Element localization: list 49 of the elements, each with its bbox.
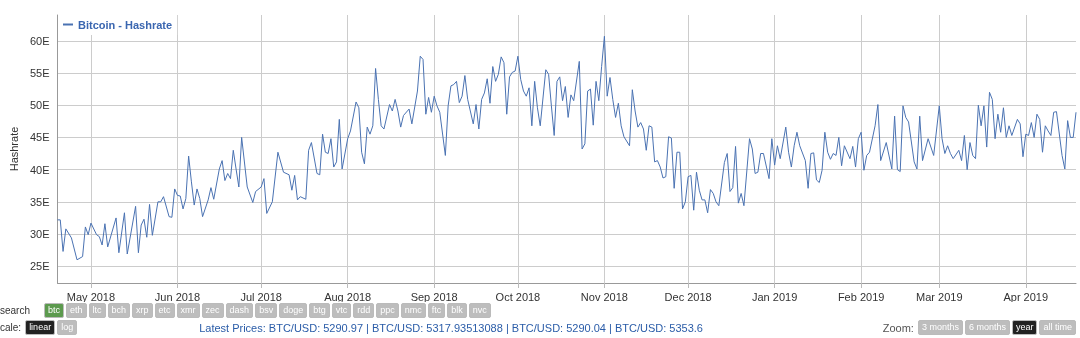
x-tick-label: Jun 2018 (154, 290, 201, 303)
x-tick-label: Feb 2019 (837, 290, 885, 303)
text: Zoom: (882, 321, 914, 334)
x-tick-label: Aug 2018 (324, 290, 372, 303)
x-tick-label: Mar 2019 (916, 290, 963, 303)
toggle-button: bsv (255, 303, 278, 318)
toggle-button: dash (225, 303, 254, 318)
y-tick-label: 45E (29, 131, 50, 144)
toggle-button: vtc (331, 303, 352, 318)
toggle-button: linear (25, 320, 56, 335)
toggle-button: nmc (400, 303, 426, 318)
x-tick-label: Jul 2018 (240, 290, 282, 303)
x-tick-label: Apr 2019 (1003, 290, 1049, 303)
y-tick-label: 40E (29, 163, 50, 176)
y-tick-label: 25E (29, 260, 50, 273)
x-tick-label: Nov 2018 (580, 290, 628, 303)
text: Latest Prices: BTC/USD: 5290.97 | BTC/USD: 5317.93513088 | BTC/USD: 5290.04 | BTC/USD: 5353.6 (199, 321, 703, 334)
toggle-button: rdd (353, 303, 375, 318)
x-tick-label: Oct 2018 (495, 290, 541, 303)
toggle-button: xrp (132, 303, 153, 318)
toggle-button: ltc (88, 303, 106, 318)
x-tick-label: Dec 2018 (664, 290, 712, 303)
toggle-button: xmr (176, 303, 200, 318)
toggle-button: doge (279, 303, 308, 318)
x-tick-label: May 2018 (66, 290, 116, 303)
toggle-button: 6 months (964, 320, 1010, 335)
x-tick-label: Jan 2019 (751, 290, 798, 303)
toggle-button: bch (107, 303, 131, 318)
y-axis-title: Hashrate (7, 126, 20, 172)
toggle-button: year (1011, 320, 1038, 335)
legend-label: Bitcoin - Hashrate (78, 18, 173, 31)
toggle-button: ftc (427, 303, 446, 318)
x-tick-label: Sep 2018 (410, 290, 458, 303)
toggle-button: 3 months (917, 320, 963, 335)
toggle-button: log (57, 320, 78, 335)
y-tick-label: 50E (29, 99, 50, 112)
text: search (0, 305, 31, 316)
toggle-button: btg (309, 303, 330, 318)
y-tick-label: 60E (29, 34, 50, 47)
toggle-button: etc (154, 303, 175, 318)
y-tick-label: 55E (29, 66, 50, 79)
toggle-button: eth (66, 303, 87, 318)
toggle-button: blk (447, 303, 467, 318)
y-tick-label: 35E (29, 195, 50, 208)
y-tick-label: 30E (29, 228, 50, 241)
line-series (56, 35, 1077, 261)
text: cale: (0, 322, 22, 333)
toggle-button: btc (44, 303, 64, 318)
toggle-button: zec (201, 303, 224, 318)
